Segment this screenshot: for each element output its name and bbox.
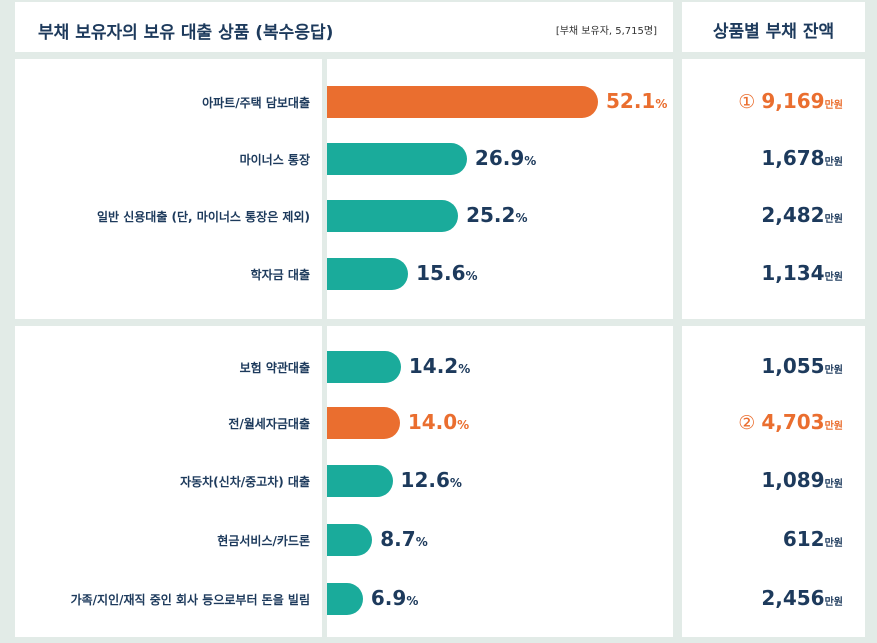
category-label: 자동차(신차/중고차) 대출 — [180, 475, 310, 489]
balance-column-title: 상품별 부채 잔액 — [712, 22, 835, 42]
balance-value: 1,055만원 — [761, 354, 843, 378]
value-label: 14.2% — [408, 354, 471, 378]
value-label: 25.2% — [466, 203, 528, 227]
bar — [327, 351, 401, 383]
balance-value: 1,134만원 — [761, 261, 843, 285]
bar — [327, 86, 598, 118]
value-label: 8.7% — [380, 527, 428, 551]
bar — [327, 583, 363, 615]
balance-value: ① 9,169만원 — [738, 89, 843, 113]
value-label: 6.9% — [370, 586, 419, 610]
category-label: 아파트/주택 담보대출 — [202, 96, 310, 110]
rank-marker: ① — [738, 91, 756, 113]
category-label: 마이너스 통장 — [239, 153, 310, 167]
balance-value: 2,482만원 — [761, 203, 843, 227]
chart-header-panel: 부채 보유자의 보유 대출 상품 (복수응답) [부채 보유자, 5,715명] — [15, 2, 673, 52]
category-label: 전/월세자금대출 — [228, 417, 310, 431]
balance-value: 1,089만원 — [761, 468, 843, 492]
value-label: 14.0% — [407, 410, 470, 434]
rank-marker: ② — [738, 412, 756, 434]
bar — [327, 200, 459, 232]
value-label: 15.6% — [416, 261, 478, 285]
balance-value: 1,678만원 — [761, 146, 843, 170]
bar — [327, 407, 400, 439]
bar — [327, 258, 409, 290]
value-label: 12.6% — [400, 468, 462, 492]
value-label: 52.1% — [606, 89, 668, 113]
category-label: 학자금 대출 — [250, 268, 310, 282]
balance-value: 612만원 — [782, 527, 843, 551]
bar — [327, 143, 467, 175]
balance-panel-bottom — [682, 326, 865, 637]
category-label: 현금서비스/카드론 — [217, 534, 310, 548]
balance-value: 2,456만원 — [761, 586, 843, 610]
category-label: 가족/지인/재직 중인 회사 등으로부터 돈을 빌림 — [70, 593, 310, 607]
category-label: 보험 약관대출 — [239, 361, 310, 375]
bar — [327, 465, 393, 497]
value-label: 26.9% — [474, 146, 537, 170]
label-divider-bottom — [322, 326, 327, 637]
bar — [327, 524, 373, 556]
label-divider-top — [322, 59, 327, 319]
category-label: 일반 신용대출 (단, 마이너스 통장은 제외) — [96, 210, 310, 224]
chart-title: 부채 보유자의 보유 대출 상품 (복수응답) — [38, 23, 334, 43]
respondent-note: [부채 보유자, 5,715명] — [555, 26, 657, 37]
balance-panel-top — [682, 59, 865, 319]
balance-header-panel: 상품별 부채 잔액 — [682, 2, 865, 52]
balance-value: ② 4,703만원 — [738, 410, 843, 434]
